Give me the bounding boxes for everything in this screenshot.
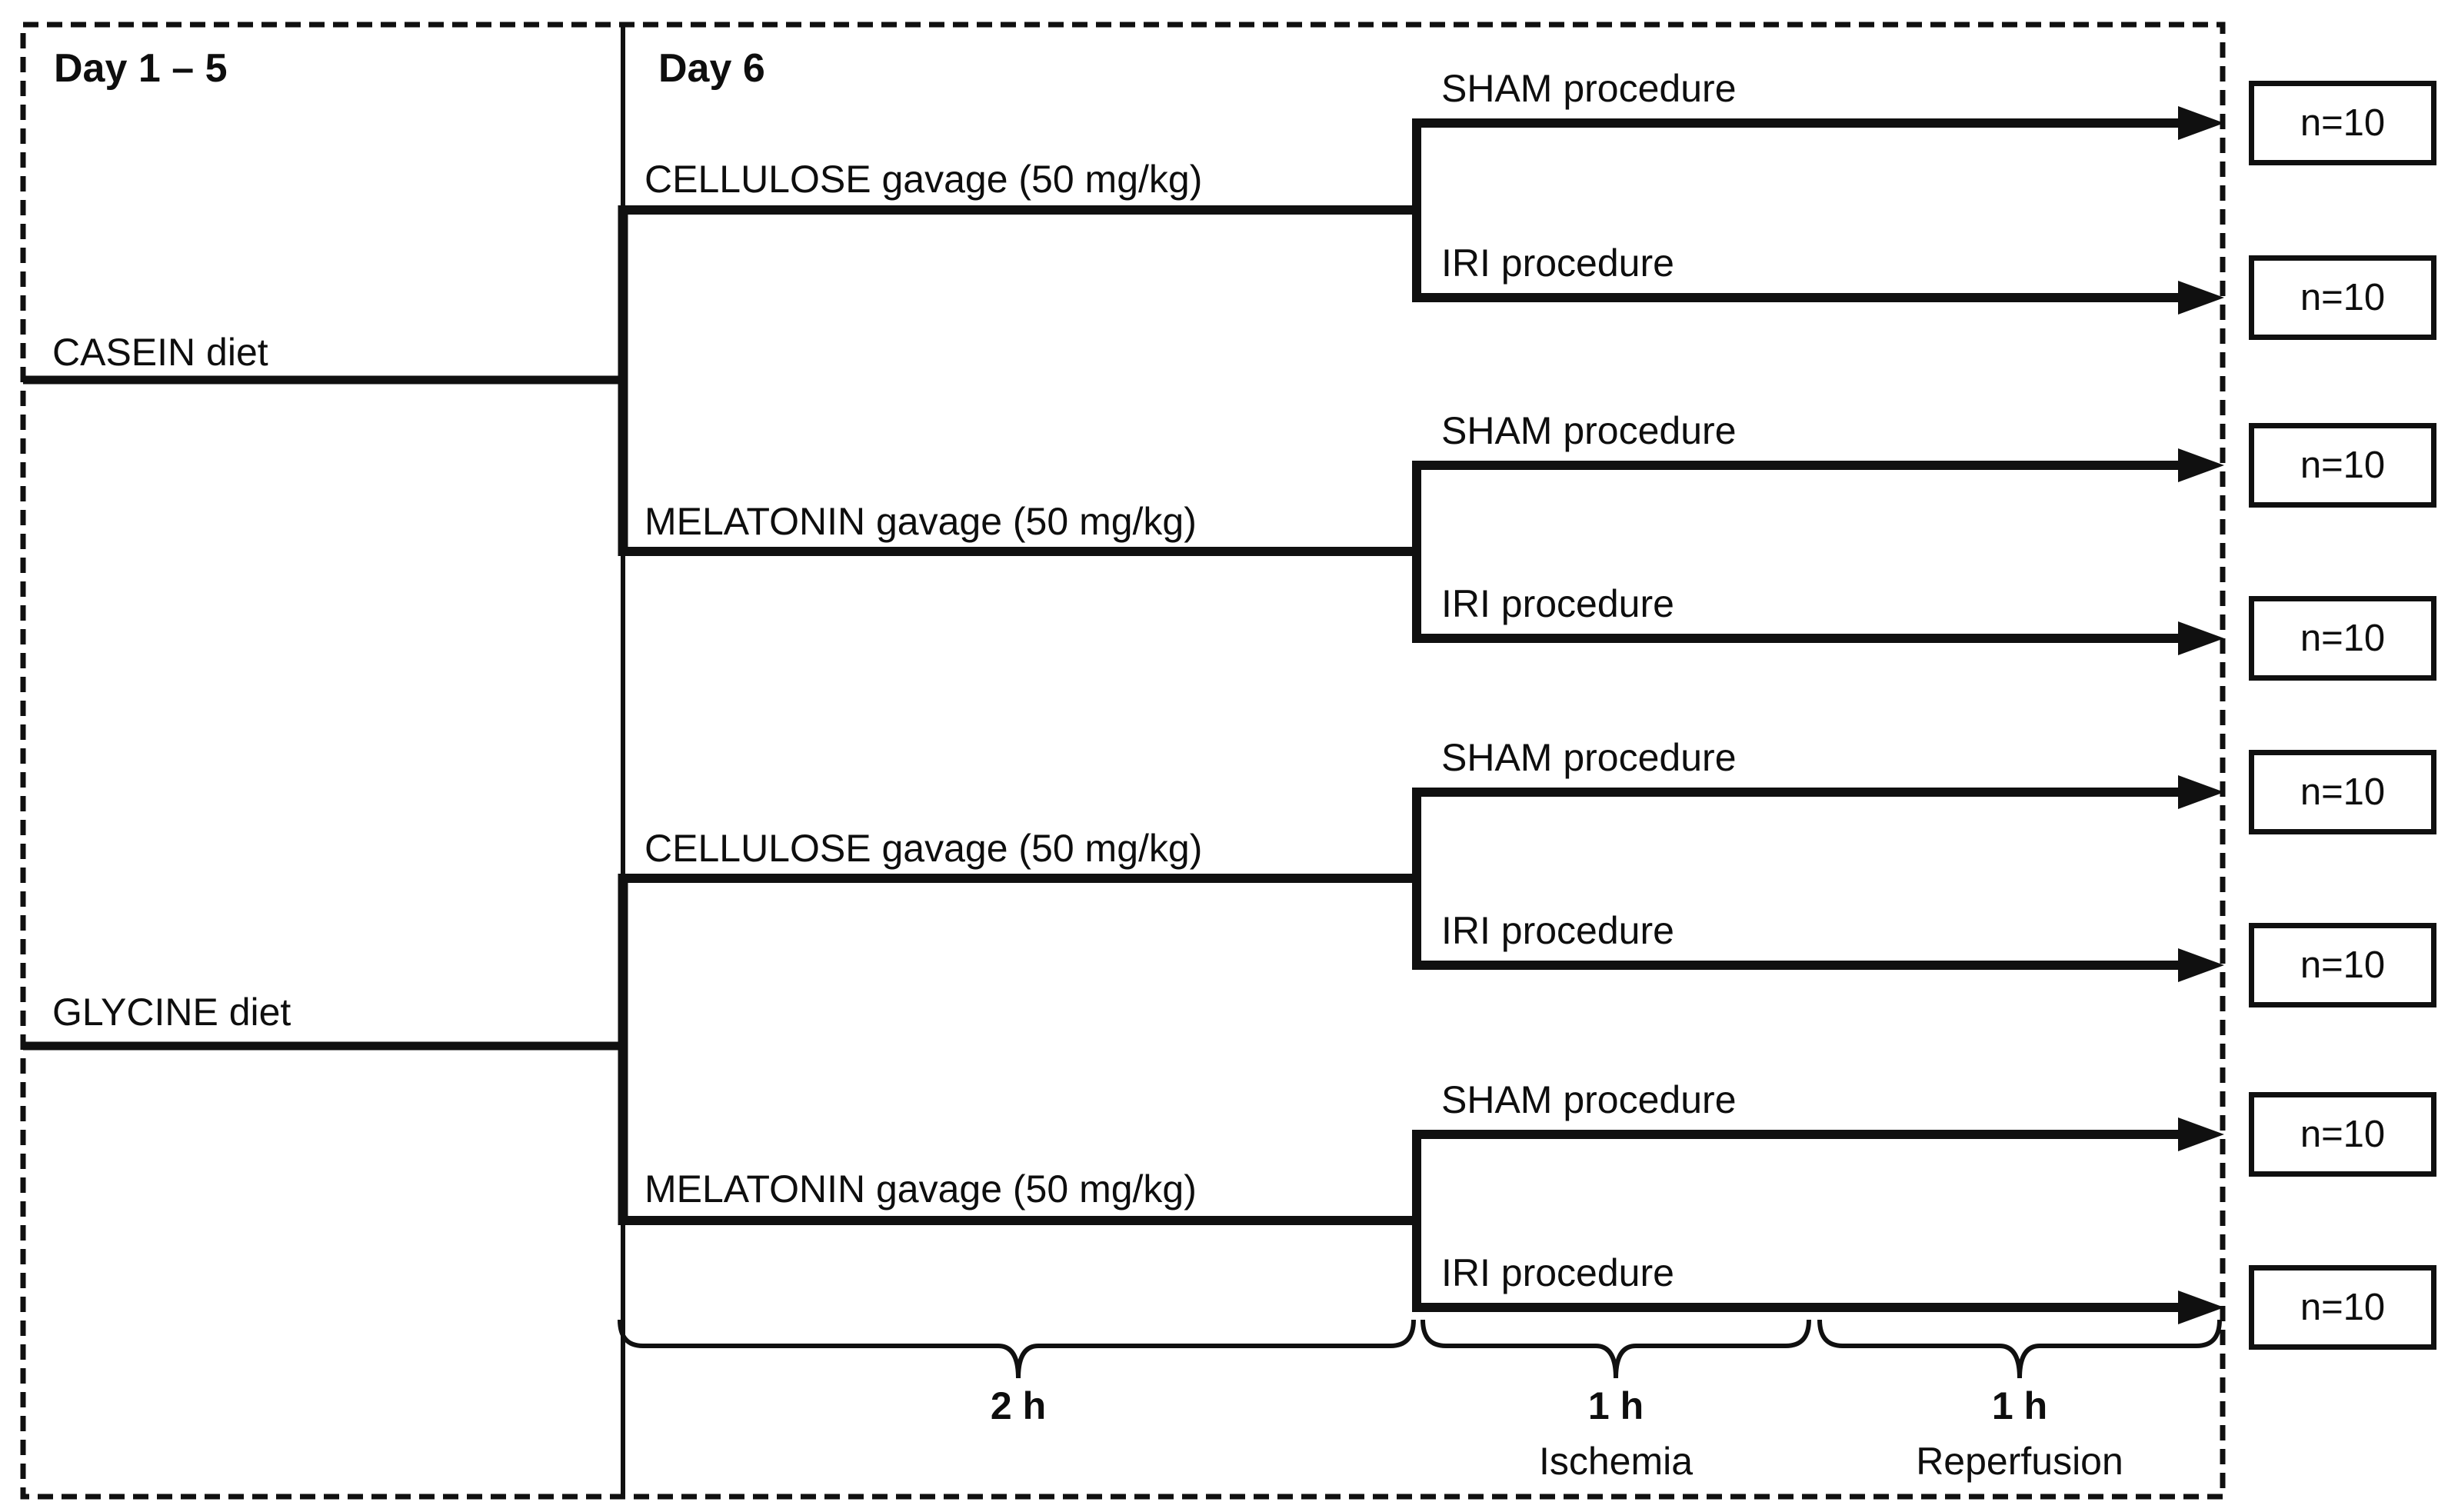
sample-size-box-1: n=10	[2249, 81, 2436, 165]
sample-size-box-3: n=10	[2249, 423, 2436, 508]
arrow-row-8	[1412, 1291, 2224, 1324]
sample-size-value: n=10	[2300, 618, 2386, 659]
timeline-duration-reperfusion: 1 h	[1991, 1384, 2048, 1427]
sample-size-box-6: n=10	[2249, 923, 2436, 1007]
sample-size-value: n=10	[2300, 445, 2386, 486]
sample-size-box-4: n=10	[2249, 596, 2436, 681]
arrow-row-5	[1412, 775, 2224, 809]
timeline-duration-ischemia: 1 h	[1587, 1384, 1644, 1427]
procedure-label-2: IRI procedure	[1441, 241, 1674, 285]
sample-size-value: n=10	[2300, 771, 2386, 813]
procedure-label-7: SHAM procedure	[1441, 1078, 1737, 1121]
procedure-label-5: SHAM procedure	[1441, 736, 1737, 779]
brace-reperfusion-period	[1817, 1319, 2222, 1379]
dashed-frame	[20, 22, 2226, 1500]
arrow-row-7	[1412, 1117, 2224, 1151]
procedure-label-3: SHAM procedure	[1441, 409, 1737, 452]
sample-size-value: n=10	[2300, 102, 2386, 144]
diet-label-glycine: GLYCINE diet	[52, 991, 291, 1034]
sample-size-box-2: n=10	[2249, 255, 2436, 340]
phase-left-label: Day 1 – 5	[54, 46, 228, 91]
gavage-label-1: CELLULOSE gavage (50 mg/kg)	[644, 158, 1203, 201]
gavage-label-4: MELATONIN gavage (50 mg/kg)	[644, 1167, 1197, 1211]
timeline-duration-gavage: 2 h	[990, 1384, 1047, 1427]
sample-size-value: n=10	[2300, 277, 2386, 318]
brace-ischemia-period	[1421, 1319, 1811, 1379]
brace-gavage-period	[618, 1319, 1416, 1379]
arrow-row-4	[1412, 621, 2224, 655]
arrow-row-2	[1412, 281, 2224, 315]
procedure-label-1: SHAM procedure	[1441, 67, 1737, 110]
gavage-label-3: CELLULOSE gavage (50 mg/kg)	[644, 827, 1203, 870]
procedure-label-6: IRI procedure	[1441, 909, 1674, 952]
sample-size-value: n=10	[2300, 1287, 2386, 1328]
sample-size-box-8: n=10	[2249, 1265, 2436, 1350]
arrow-row-6	[1412, 948, 2224, 982]
phase-right-label: Day 6	[658, 46, 765, 91]
timeline-phase-ischemia: Ischemia	[1538, 1440, 1694, 1483]
sample-size-value: n=10	[2300, 1114, 2386, 1155]
gavage-label-2: MELATONIN gavage (50 mg/kg)	[644, 500, 1197, 543]
arrow-row-1	[1412, 106, 2224, 140]
sample-size-box-5: n=10	[2249, 750, 2436, 834]
timeline-phase-reperfusion: Reperfusion	[1916, 1440, 2123, 1483]
procedure-label-8: IRI procedure	[1441, 1251, 1674, 1294]
procedure-label-4: IRI procedure	[1441, 582, 1674, 625]
arrow-row-3	[1412, 448, 2224, 482]
sample-size-value: n=10	[2300, 944, 2386, 986]
sample-size-box-7: n=10	[2249, 1092, 2436, 1177]
diet-label-casein: CASEIN diet	[52, 331, 268, 374]
